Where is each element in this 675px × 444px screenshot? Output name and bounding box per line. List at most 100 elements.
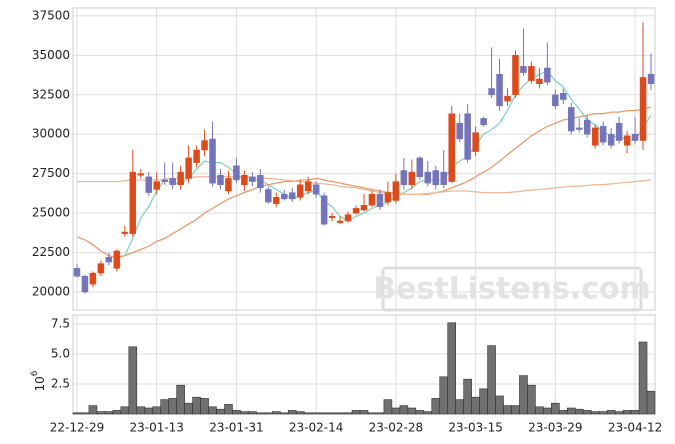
candle-body: [440, 171, 447, 185]
volume-bar: [630, 410, 640, 415]
candle-body: [552, 94, 559, 107]
candle-body: [392, 181, 400, 201]
volume-bar: [431, 398, 441, 415]
candle-body: [217, 175, 224, 185]
candle-body: [281, 193, 288, 200]
candle-body: [599, 126, 607, 143]
volume-bar: [232, 410, 241, 415]
candle-body: [576, 127, 583, 130]
candle-body: [89, 272, 97, 285]
x-tick-label: 23-03-29: [528, 421, 582, 435]
candle-body: [360, 204, 368, 211]
candle-body: [153, 181, 160, 190]
volume-bar: [136, 406, 146, 415]
volume-bar: [646, 390, 656, 415]
volume-bar: [391, 407, 401, 415]
volume-bar: [168, 398, 177, 415]
volume-frame: [72, 314, 656, 415]
candle-body: [424, 171, 432, 184]
volume-bar: [216, 408, 225, 415]
y-tick-label: 30000: [32, 127, 70, 141]
candle-body: [607, 133, 615, 146]
volume-bar: [311, 412, 321, 415]
moving-average-line: [76, 106, 652, 258]
candle-body: [456, 122, 463, 140]
candle-body: [504, 96, 511, 102]
x-tick-label: 23-02-14: [289, 421, 343, 435]
volume-bar: [160, 399, 169, 415]
volume-bar: [582, 410, 592, 415]
candle-body: [273, 197, 280, 204]
candle-body: [512, 55, 519, 96]
y-tick-label: 35000: [32, 48, 70, 62]
y-tick-label: 32500: [32, 87, 70, 101]
volume-bar: [503, 405, 512, 415]
volume-bar: [415, 410, 425, 415]
candle-body: [73, 268, 81, 277]
volume-bar: [543, 407, 552, 415]
candle-body: [464, 113, 471, 160]
moving-average-line: [124, 70, 652, 256]
volume-bar: [606, 410, 616, 415]
candle-body: [647, 74, 655, 84]
volume-bar: [407, 407, 417, 415]
candle-body: [336, 220, 344, 223]
volume-bar: [535, 406, 544, 415]
price-frame: [72, 7, 656, 311]
volume-bar: [279, 412, 289, 415]
volume-bar: [128, 346, 138, 415]
candle-body: [528, 66, 535, 81]
candle-body: [631, 133, 639, 141]
volume-bar: [622, 410, 632, 415]
candle-body: [169, 178, 176, 185]
watermark-box: [381, 266, 643, 312]
volume-tick-label: 7.5: [51, 317, 70, 331]
volume-bar: [351, 410, 361, 415]
candle-body: [177, 171, 184, 185]
volume-bar: [184, 402, 193, 415]
volume-bar: [479, 388, 488, 415]
candle-body: [225, 178, 232, 192]
candle-body: [416, 157, 424, 178]
volume-bar: [72, 412, 82, 415]
volume-bar: [144, 407, 154, 415]
volume-bar: [176, 384, 185, 415]
y-tick-label: 25000: [32, 206, 70, 220]
candle-body: [568, 107, 575, 132]
volume-bar: [152, 406, 161, 415]
candle-body: [408, 171, 416, 185]
candle-body: [591, 127, 599, 146]
candle-body: [296, 184, 304, 198]
candle-body: [520, 66, 527, 73]
volume-bar: [327, 412, 337, 415]
volume-bar: [335, 412, 345, 415]
candle-body: [488, 88, 495, 96]
volume-bar: [463, 378, 472, 415]
volume-bar: [383, 399, 393, 415]
candle-body: [97, 263, 105, 274]
y-tick-label: 20000: [32, 285, 70, 299]
x-tick-label: 23-01-31: [209, 421, 263, 435]
candle-body: [560, 92, 567, 100]
volume-bar: [519, 375, 528, 415]
volume-bar: [399, 405, 409, 415]
candle-body: [623, 135, 631, 146]
volume-bar: [527, 384, 536, 415]
candle-body: [615, 122, 623, 141]
volume-bar: [343, 412, 353, 415]
volume-bar: [439, 376, 449, 415]
candle-body: [201, 140, 208, 151]
volume-bar: [638, 341, 648, 415]
volume-bar: [264, 412, 273, 415]
y-tick-label: 27500: [32, 166, 70, 180]
x-tick-label: 23-04-12: [608, 421, 662, 435]
volume-tick-label: 5.0: [51, 347, 70, 361]
candle-body: [113, 250, 121, 269]
volume-bar: [598, 411, 608, 415]
volume-bar: [487, 345, 496, 415]
x-tick-label: 23-01-13: [129, 421, 183, 435]
candle-body: [161, 179, 168, 182]
volume-bar: [303, 412, 313, 415]
volume-bar: [367, 412, 377, 415]
